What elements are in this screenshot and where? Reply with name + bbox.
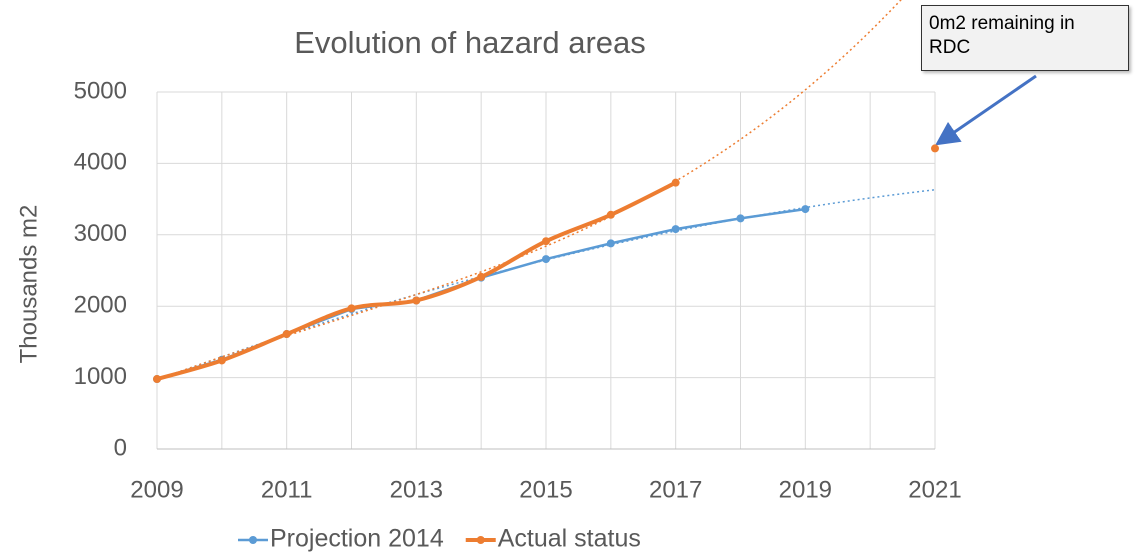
point bbox=[153, 375, 161, 384]
point bbox=[347, 304, 356, 313]
x-tick-label: 2011 bbox=[261, 476, 313, 503]
y-tick-label: 3000 bbox=[74, 220, 127, 247]
point bbox=[217, 356, 226, 365]
legend-label: Actual status bbox=[498, 525, 641, 553]
x-tick-label: 2015 bbox=[519, 476, 572, 503]
y-tick-label: 0 bbox=[114, 434, 127, 461]
y-axis-label: Thousands m2 bbox=[15, 205, 42, 364]
legend-label: Projection 2014 bbox=[270, 525, 444, 553]
point bbox=[606, 210, 615, 219]
point bbox=[282, 330, 291, 339]
point bbox=[542, 255, 550, 264]
legend-marker bbox=[476, 536, 485, 544]
point bbox=[477, 272, 486, 281]
point bbox=[671, 178, 680, 187]
point bbox=[736, 214, 745, 223]
point bbox=[671, 225, 680, 234]
point bbox=[412, 296, 421, 305]
x-tick-label: 2019 bbox=[779, 476, 832, 503]
y-tick-label: 1000 bbox=[74, 363, 127, 390]
y-tick-label: 2000 bbox=[74, 292, 127, 319]
point bbox=[606, 239, 615, 248]
annotation-point bbox=[931, 144, 939, 153]
x-tick-label: 2013 bbox=[390, 476, 443, 503]
x-tick-label: 2021 bbox=[908, 476, 961, 503]
annotation-box: 0m2 remaining in RDC bbox=[921, 5, 1129, 71]
arrow bbox=[935, 74, 1037, 146]
x-tick-label: 2009 bbox=[130, 476, 183, 503]
point bbox=[801, 205, 810, 214]
x-tick-label: 2017 bbox=[649, 476, 702, 503]
point bbox=[542, 237, 550, 246]
chart-title: Evolution of hazard areas bbox=[294, 25, 646, 60]
y-tick-label: 5000 bbox=[74, 77, 127, 104]
y-tick-label: 4000 bbox=[74, 149, 127, 176]
legend-marker bbox=[249, 536, 257, 544]
